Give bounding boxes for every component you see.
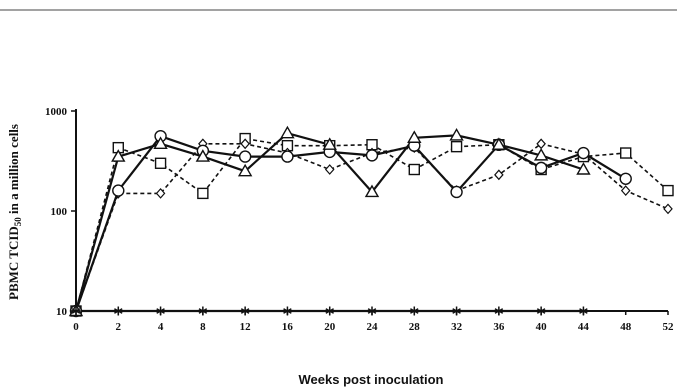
triangle-marker	[195, 149, 211, 162]
circle-marker	[619, 172, 632, 185]
square-marker	[154, 157, 167, 169]
x-tick-label: 36	[493, 321, 505, 333]
y-axis-label-sub: 50	[13, 217, 23, 227]
circle-marker	[534, 161, 548, 175]
x-tick-label: 8	[200, 321, 206, 333]
y-tick-label: 100	[51, 206, 68, 218]
circle-marker	[577, 146, 590, 160]
y-axis-label-rest: in a million cells	[6, 124, 21, 217]
square-marker	[197, 187, 209, 200]
circle-marker	[112, 184, 125, 197]
circle-marker	[238, 150, 252, 163]
x-tick-label: 48	[620, 321, 632, 333]
triangle-marker	[449, 128, 464, 141]
diamond-marker	[663, 203, 673, 215]
series-line-circle	[498, 143, 627, 180]
triangle-marker	[364, 184, 380, 198]
diamond-marker	[494, 169, 504, 181]
y-axis-label: PBMC TCID50 in a million cells	[6, 124, 23, 300]
x-tick-label: 0	[73, 321, 79, 333]
diamond-marker	[620, 185, 631, 196]
triangle-marker	[322, 137, 337, 150]
x-tick-label: 24	[367, 321, 379, 333]
marker-layer	[68, 125, 674, 318]
square-marker	[450, 140, 463, 153]
circle-marker	[450, 185, 463, 199]
y-axis-label-main: PBMC TCID	[6, 226, 21, 300]
x-tick-label: 4	[158, 321, 164, 333]
triangle-marker	[533, 147, 549, 161]
y-tick-label: 10	[56, 306, 68, 318]
square-marker	[620, 147, 632, 159]
triangle-marker	[576, 162, 591, 175]
triangle-marker	[407, 130, 422, 143]
diamond-marker	[536, 138, 546, 150]
x-tick-label: 2	[116, 321, 122, 333]
x-tick-label: 44	[578, 321, 590, 333]
triangle-marker	[153, 136, 168, 149]
circle-marker	[281, 150, 294, 163]
x-tick-label: 52	[663, 321, 675, 333]
square-marker	[408, 163, 420, 176]
diamond-marker	[155, 187, 166, 199]
x-tick-label: 40	[536, 321, 548, 333]
x-tick-label: 32	[451, 321, 463, 333]
triangle-marker	[280, 125, 295, 139]
x-tick-label: 20	[324, 321, 336, 333]
y-tick-label: 1000	[45, 106, 68, 118]
x-axis-label: Weeks post inoculation	[299, 372, 444, 387]
x-tick-label: 12	[240, 321, 252, 333]
triangle-marker	[237, 163, 253, 177]
square-marker	[662, 184, 674, 197]
triangle-marker	[491, 137, 507, 150]
triangle-marker	[111, 149, 126, 162]
x-tick-label: 16	[282, 321, 294, 333]
diamond-marker	[324, 164, 335, 175]
circle-marker	[365, 149, 379, 162]
diamond-marker	[240, 138, 250, 150]
x-tick-label: 28	[409, 321, 421, 333]
